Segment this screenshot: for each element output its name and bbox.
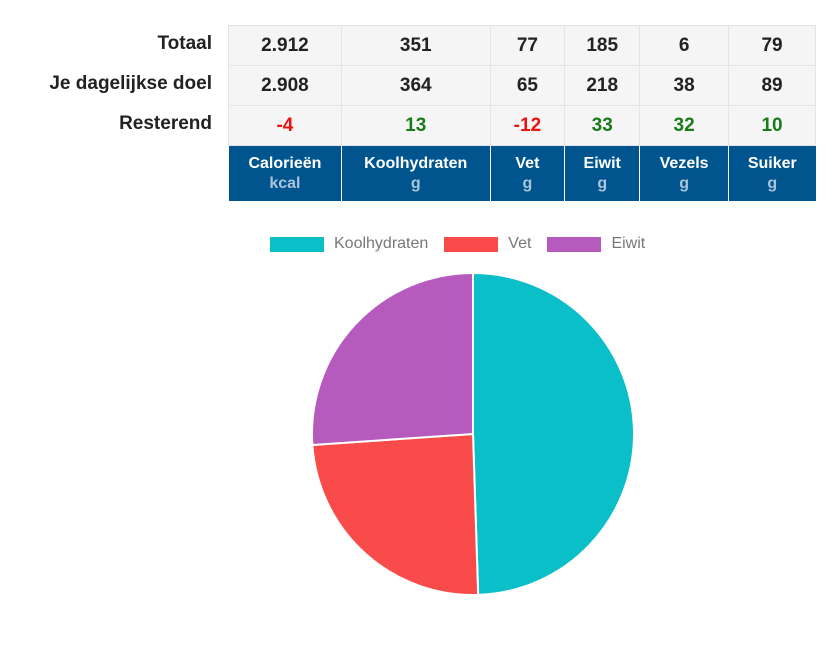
table-row: 2.912 351 77 185 6 79 [228,25,816,66]
legend-swatch [547,236,602,252]
legend-label: Vet [508,235,532,252]
chart-legend: Koolhydraten Vet Eiwit [270,235,661,253]
column-unit: g [597,174,608,192]
table-cell: 13 [340,105,491,146]
table-cell: 185 [564,25,641,66]
table-cell: 10 [728,105,816,146]
legend-item[interactable]: Vet [444,235,531,253]
column-header: Suiker g [728,145,816,201]
table-cell: 364 [340,65,491,106]
pie-slice-vet[interactable] [311,432,480,596]
column-unit: g [410,174,421,192]
column-unit: g [767,174,778,192]
table-cell: 2.908 [228,65,342,106]
row-label: Je dagelijkse doel [49,73,212,94]
table-cell: 32 [639,105,730,146]
legend-item[interactable]: Eiwit [547,235,645,253]
column-label: Vezels [659,154,709,172]
column-label: Vet [515,154,540,172]
legend-item[interactable]: Koolhydraten [270,235,428,253]
table-cell: -4 [228,105,342,146]
table-cell: 33 [564,105,641,146]
table-cell: 2.912 [228,25,342,66]
legend-label: Eiwit [611,235,646,252]
row-label: Resterend [119,113,212,134]
column-unit: g [522,174,533,192]
table-cell: 89 [728,65,816,106]
pie-slice-eiwit[interactable] [311,271,474,447]
column-unit: kcal [269,174,301,192]
table-cell: 218 [564,65,641,106]
column-label: Suiker [747,154,797,172]
column-header: Vet g [489,145,565,201]
column-header: Calorieën kcal [228,145,342,201]
legend-label: Koolhydraten [334,235,429,252]
legend-swatch [270,236,324,252]
column-header: Koolhydraten g [340,145,491,201]
pie-slice-koolhydraten[interactable] [472,271,635,596]
column-unit: g [679,174,689,192]
table-cell: -12 [489,105,566,146]
column-header: Eiwit g [564,145,640,201]
table-cell: 77 [489,25,566,66]
table-row: 2.908 364 65 218 38 89 [228,65,816,106]
table-cell: 65 [489,65,566,106]
column-label: Koolhydraten [364,154,468,172]
nutrition-table: 2.912 351 77 185 6 79 2.908 364 65 218 38 89 -4 13 -12… [228,25,816,201]
column-header: Vezels g [639,145,729,201]
table-cell: 38 [639,65,730,106]
table-row: -4 13 -12 33 32 10 [228,105,816,146]
legend-swatch [444,236,499,252]
table-cell: 79 [728,25,816,66]
column-label: Calorieën [248,154,322,172]
row-label: Totaal [157,33,212,54]
table-cell: 351 [340,25,491,66]
column-label: Eiwit [583,154,621,172]
